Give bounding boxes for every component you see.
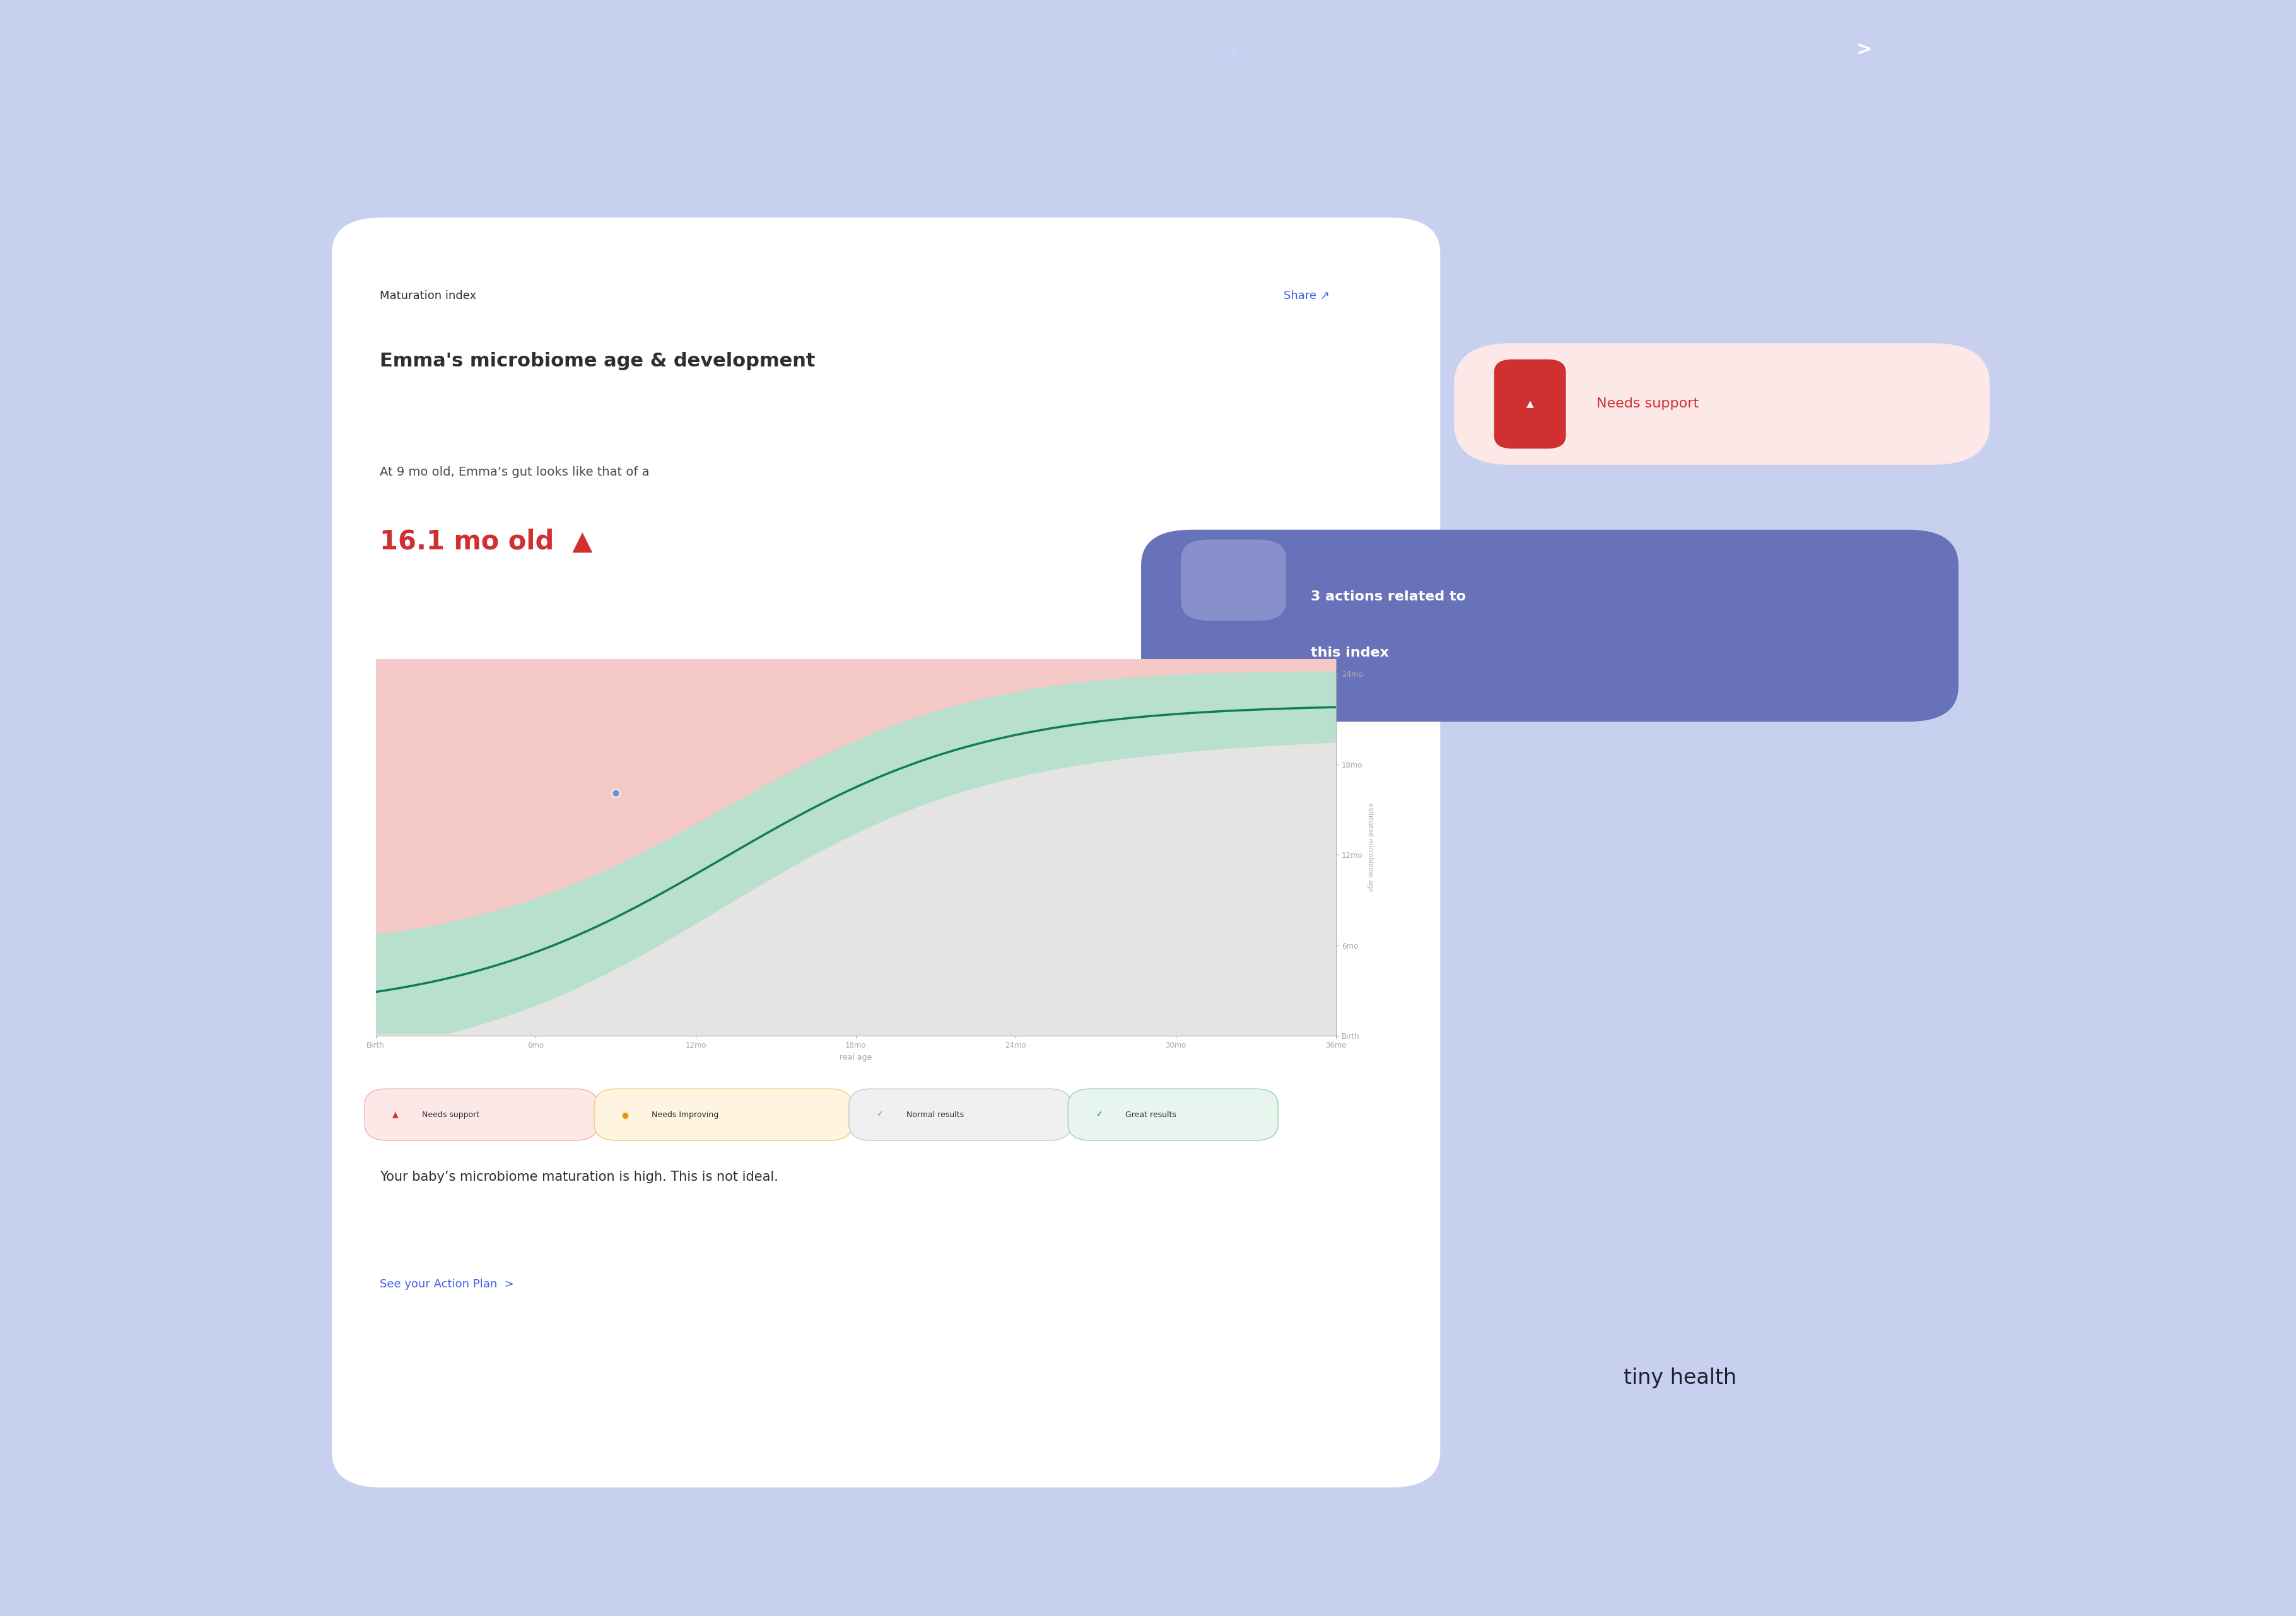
Text: ▲: ▲ xyxy=(1527,399,1534,409)
Text: See your Action Plan  >: See your Action Plan > xyxy=(379,1278,514,1290)
Text: ✓: ✓ xyxy=(1095,1110,1102,1118)
Point xyxy=(597,781,634,806)
Text: Share ↗: Share ↗ xyxy=(1283,289,1329,302)
Text: Normal results: Normal results xyxy=(907,1110,964,1118)
Text: Your baby’s microbiome maturation is high. This is not ideal.: Your baby’s microbiome maturation is hig… xyxy=(379,1170,778,1183)
FancyBboxPatch shape xyxy=(850,1089,1072,1141)
FancyBboxPatch shape xyxy=(365,1089,597,1141)
Text: Needs Improving: Needs Improving xyxy=(652,1110,719,1118)
Text: Maturation index: Maturation index xyxy=(379,289,478,302)
Text: Needs support: Needs support xyxy=(1596,398,1699,410)
Text: >: > xyxy=(1855,40,1871,58)
FancyBboxPatch shape xyxy=(1068,1089,1279,1141)
Text: this index: this index xyxy=(1311,646,1389,659)
FancyBboxPatch shape xyxy=(595,1089,852,1141)
Text: 3 actions related to: 3 actions related to xyxy=(1311,590,1465,603)
FancyBboxPatch shape xyxy=(1495,359,1566,449)
FancyBboxPatch shape xyxy=(1180,540,1286,621)
Text: ⚡: ⚡ xyxy=(1228,45,1240,60)
FancyBboxPatch shape xyxy=(1453,343,1991,465)
FancyBboxPatch shape xyxy=(1141,530,1958,722)
Text: At 9 mo old, Emma’s gut looks like that of a: At 9 mo old, Emma’s gut looks like that … xyxy=(379,465,650,478)
Text: ✓: ✓ xyxy=(877,1110,884,1118)
Text: Great results: Great results xyxy=(1125,1110,1176,1118)
Text: 16.1 mo old  ▲: 16.1 mo old ▲ xyxy=(379,528,592,554)
Text: ●: ● xyxy=(622,1110,629,1118)
Text: Emma's microbiome age & development: Emma's microbiome age & development xyxy=(379,352,815,370)
X-axis label: real age: real age xyxy=(840,1054,872,1062)
Y-axis label: estimated microbiome age: estimated microbiome age xyxy=(1366,803,1373,892)
Text: Needs support: Needs support xyxy=(422,1110,480,1118)
FancyBboxPatch shape xyxy=(333,218,1440,1488)
Text: tiny health: tiny health xyxy=(1623,1367,1736,1388)
Text: ▲: ▲ xyxy=(393,1110,397,1118)
